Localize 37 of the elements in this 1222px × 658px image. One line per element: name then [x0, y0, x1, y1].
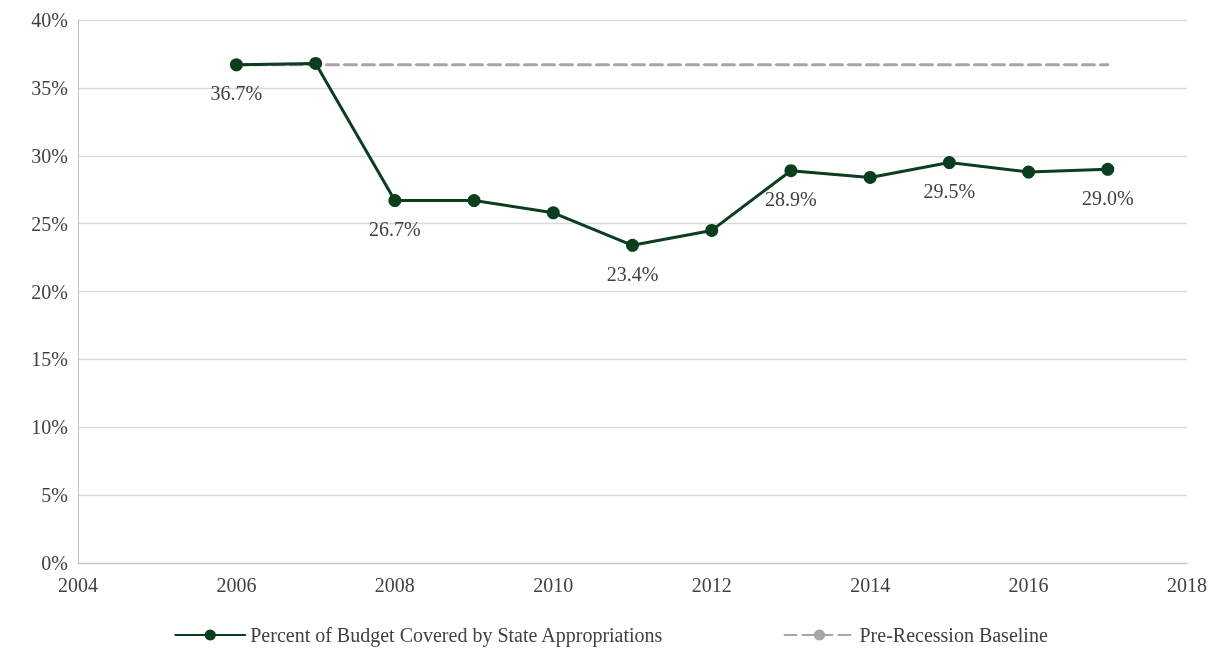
x-tick-label: 2010 [533, 574, 574, 596]
point [1022, 165, 1036, 179]
point [467, 194, 481, 208]
y-tick-label: 15% [31, 348, 68, 371]
point [388, 194, 402, 208]
point [309, 56, 323, 70]
y-tick-label: 30% [31, 144, 68, 167]
y-tick-label: 25% [31, 212, 68, 235]
y-tick-label: 10% [31, 416, 68, 439]
point [863, 170, 877, 184]
point [229, 58, 243, 72]
legend-label: Percent of Budget Covered by State Appropriations [250, 624, 663, 647]
data-label: 26.7% [369, 218, 421, 241]
legend-label: Pre-Recession Baseline [859, 624, 1048, 646]
x-tick-label: 2006 [216, 574, 257, 596]
point [546, 206, 560, 220]
point [784, 164, 798, 178]
data-label: 28.9% [765, 188, 817, 211]
data-label: 36.7% [210, 82, 263, 105]
x-tick-label: 2016 [1008, 574, 1049, 596]
point [705, 223, 719, 237]
x-tick-label: 2012 [691, 574, 732, 596]
point [942, 156, 956, 170]
point [1101, 162, 1115, 176]
x-tick-label: 2004 [58, 574, 98, 596]
data-label: 29.0% [1081, 186, 1134, 209]
point [626, 238, 639, 252]
y-tick-label: 35% [31, 76, 68, 99]
x-tick-label: 2018 [1167, 574, 1207, 596]
y-tick-label: 5% [41, 484, 68, 507]
data-label: 23.4% [606, 262, 659, 285]
y-tick-label: 40% [31, 9, 68, 31]
data-label: 29.5% [923, 180, 976, 203]
y-tick-label: 20% [31, 280, 68, 303]
x-tick-label: 2008 [374, 574, 415, 596]
x-tick-label: 2014 [850, 574, 891, 596]
y-tick-label: 0% [41, 552, 68, 574]
